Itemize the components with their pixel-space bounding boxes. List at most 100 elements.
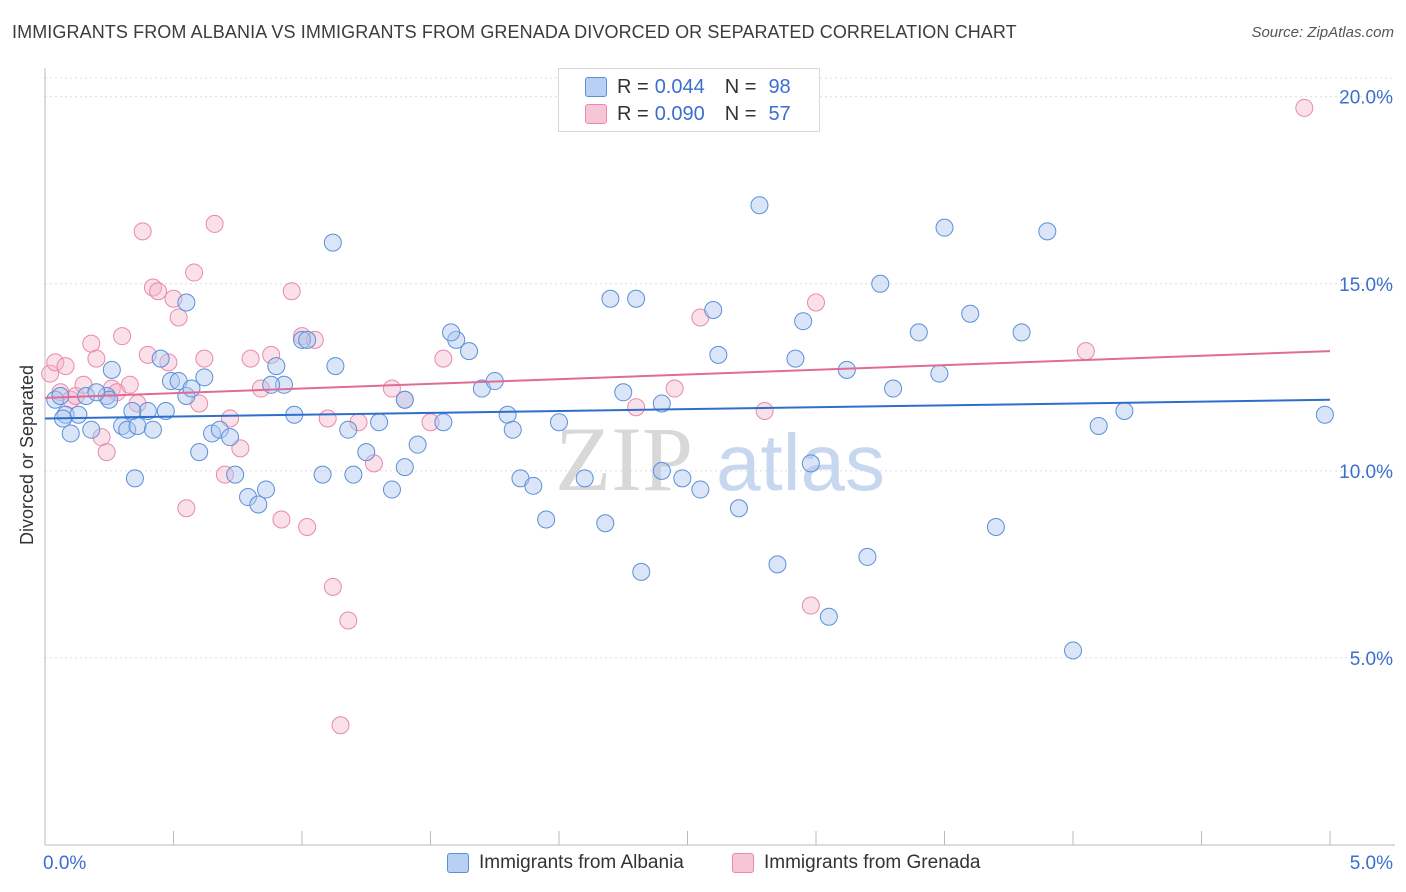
albania-point	[239, 488, 258, 507]
albania-point	[442, 323, 461, 342]
albania-point	[691, 480, 710, 499]
albania-point	[382, 480, 401, 499]
tick-labels: 5.0% 10.0% 15.0% 20.0% 0.0% 5.0%	[43, 88, 1393, 874]
grenada-point	[149, 282, 168, 301]
grenada-point	[434, 349, 453, 368]
albania-point	[750, 196, 769, 215]
grenada-point	[339, 611, 358, 630]
grenada-points	[41, 98, 1314, 735]
grenada-point	[262, 345, 281, 364]
albania-point	[709, 345, 728, 364]
albania-point	[177, 293, 196, 312]
grenada-point	[1076, 342, 1095, 361]
albania-point	[575, 469, 594, 488]
albania-point	[871, 274, 890, 293]
legend-row-grenada: R = 0.090 N = 57	[585, 102, 791, 126]
albania-point	[370, 413, 389, 432]
albania-point	[729, 499, 748, 518]
grenada-point	[215, 465, 234, 484]
albania-point	[125, 469, 144, 488]
grenada-point	[627, 398, 646, 417]
source-label: Source: ZipAtlas.com	[1251, 24, 1394, 41]
albania-point	[704, 300, 723, 319]
albania-point	[123, 401, 142, 420]
correlation-legend: R = 0.044 N = 98 R = 0.090 N = 57	[558, 68, 820, 132]
albania-point	[339, 420, 358, 439]
legend-item-grenada: Immigrants from Grenada	[732, 852, 980, 874]
grenada-point	[323, 577, 342, 596]
legend-item-albania: Immigrants from Albania	[447, 852, 684, 874]
albania-point	[128, 416, 147, 435]
legend-row-albania: R = 0.044 N = 98	[585, 75, 791, 99]
albania-point	[357, 443, 376, 462]
grenada-legend-label: Immigrants from Grenada	[764, 852, 981, 873]
albania-point	[313, 465, 332, 484]
watermark: ZIP atlas	[555, 408, 885, 510]
albania-point	[652, 394, 671, 413]
r-label: R =	[617, 102, 649, 125]
albania-point	[395, 390, 414, 409]
grenada-point	[177, 499, 196, 518]
albania-point	[794, 312, 813, 331]
grenada-point	[113, 327, 132, 346]
albania-point	[1115, 401, 1134, 420]
grenada-point	[133, 222, 152, 241]
albania-point	[267, 357, 286, 376]
trendlines	[44, 350, 1331, 420]
albania-point	[102, 360, 121, 379]
albania-point	[460, 342, 479, 361]
albania-point	[51, 387, 70, 406]
grenada-point	[41, 364, 60, 383]
albania-point	[257, 480, 276, 499]
grenada-legend-swatch	[732, 853, 754, 873]
grenada-point	[305, 330, 324, 349]
grenada-point	[97, 443, 116, 462]
r-value: 0.044	[654, 75, 705, 98]
r-value: 0.090	[654, 102, 705, 125]
albania-point	[652, 461, 671, 480]
albania-swatch	[585, 77, 607, 97]
gridlines	[45, 77, 1395, 659]
albania-point	[986, 517, 1005, 536]
albania-point	[344, 465, 363, 484]
albania-point	[1315, 405, 1334, 424]
albania-point	[673, 469, 692, 488]
grenada-point	[665, 379, 684, 398]
albania-point	[627, 289, 646, 308]
albania-point	[909, 323, 928, 342]
albania-point	[786, 349, 805, 368]
albania-point	[210, 420, 229, 439]
albania-point	[190, 443, 209, 462]
albania-point	[408, 435, 427, 454]
albania-point	[550, 413, 568, 432]
grenada-point	[221, 409, 240, 428]
albania-point	[151, 349, 170, 368]
albania-point	[195, 368, 214, 387]
y-tick-label: 15.0%	[1339, 275, 1393, 296]
albania-legend-swatch	[447, 853, 469, 873]
grenada-point	[807, 293, 825, 312]
grenada-point	[1295, 98, 1314, 117]
y-tick-label: 10.0%	[1339, 462, 1393, 483]
n-label: N =	[724, 102, 757, 125]
albania-point	[138, 401, 157, 420]
albania-point	[326, 357, 345, 376]
series-legend: Immigrants from Albania Immigrants from …	[0, 852, 1406, 878]
grenada-point	[755, 401, 774, 420]
albania-point	[323, 233, 342, 252]
grenada-trendline	[44, 350, 1331, 399]
albania-point	[61, 424, 80, 443]
albania-point	[161, 372, 180, 391]
albania-point	[434, 413, 453, 432]
albania-point	[221, 428, 240, 447]
albania-point	[1064, 641, 1082, 660]
y-tick-label: 20.0%	[1339, 88, 1393, 109]
albania-point	[226, 465, 245, 484]
albania-point	[614, 383, 633, 402]
y-axis-title: Divorced or Separated	[17, 365, 37, 545]
albania-point	[1012, 323, 1031, 342]
albania-point	[1089, 416, 1108, 435]
grenada-point	[331, 716, 350, 735]
albania-point	[503, 420, 522, 439]
albania-point	[601, 289, 620, 308]
